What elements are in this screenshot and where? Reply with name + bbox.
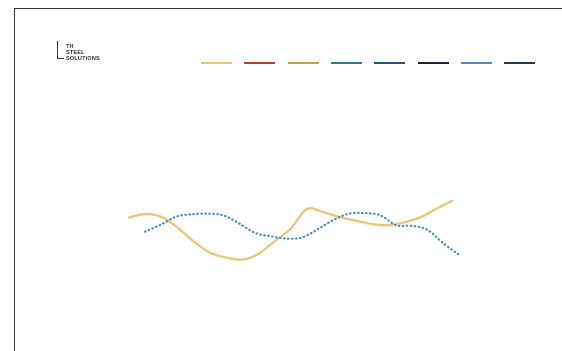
legend-swatch-8	[504, 62, 536, 64]
chart-legend	[201, 62, 541, 66]
legend-swatch-6	[417, 62, 449, 64]
legend-swatch-7	[460, 62, 492, 64]
legend-swatch-2	[244, 62, 276, 64]
logo-bracket-icon	[57, 41, 64, 59]
slide-border-left	[14, 8, 15, 351]
legend-swatch-4	[330, 62, 362, 64]
slide-border-top	[14, 8, 562, 9]
legend-swatch-5	[374, 62, 406, 64]
legend-swatch-1	[201, 62, 232, 64]
series-line-2	[143, 211, 461, 256]
series-line-1	[127, 199, 454, 261]
legend-swatch-3	[287, 62, 319, 64]
logo-text: TH STEEL SOLUTIONS	[66, 44, 100, 62]
company-logo: TH STEEL SOLUTIONS	[57, 41, 127, 69]
